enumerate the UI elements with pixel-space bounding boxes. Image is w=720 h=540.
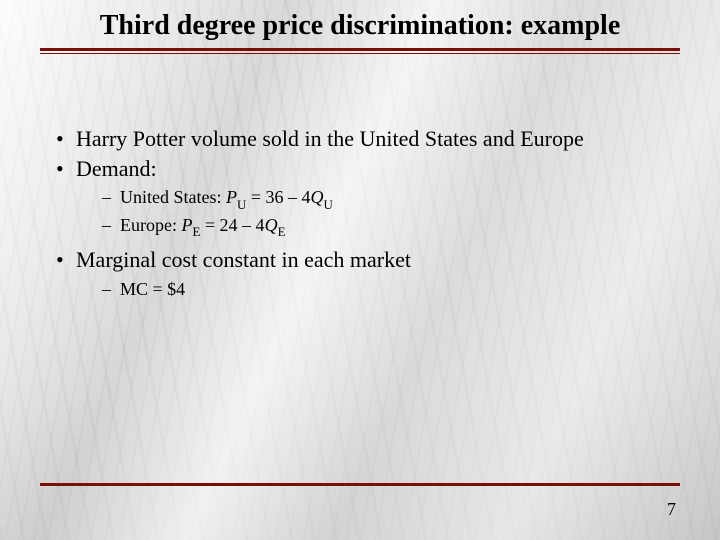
subscript: E <box>278 224 286 239</box>
sub-list: United States: PU = 36 – 4QU Europe: PE … <box>76 185 670 240</box>
bullet-text: Demand: <box>76 156 157 181</box>
sub-prefix: United States: <box>120 187 226 207</box>
var: P <box>226 187 237 207</box>
sub-prefix: Europe: <box>120 215 181 235</box>
bullet-item: Harry Potter volume sold in the United S… <box>50 124 670 154</box>
bullet-item: Marginal cost constant in each market MC… <box>50 245 670 302</box>
subscript: U <box>324 197 333 212</box>
slide-title: Third degree price discrimination: examp… <box>40 0 680 42</box>
sub-list: MC = $4 <box>76 277 670 302</box>
sub-mid: = 24 – 4 <box>200 215 264 235</box>
subscript: E <box>192 224 200 239</box>
content-area: Harry Potter volume sold in the United S… <box>50 124 670 302</box>
title-underline-thin <box>40 53 680 54</box>
var: Q <box>311 187 324 207</box>
bullet-text: Marginal cost constant in each market <box>76 247 411 272</box>
var: P <box>181 215 192 235</box>
sub-mid: = 36 – 4 <box>246 187 310 207</box>
sub-item: Europe: PE = 24 – 4QE <box>76 213 670 241</box>
sub-item: MC = $4 <box>76 277 670 302</box>
title-underline <box>40 48 680 54</box>
title-underline-thick <box>40 48 680 51</box>
bullet-item: Demand: United States: PU = 36 – 4QU Eur… <box>50 154 670 241</box>
page-number: 7 <box>667 499 676 520</box>
bullet-text: Harry Potter volume sold in the United S… <box>76 126 584 151</box>
subscript: U <box>237 197 246 212</box>
bullet-list: Harry Potter volume sold in the United S… <box>50 124 670 302</box>
var: Q <box>265 215 278 235</box>
bottom-rule <box>40 483 680 486</box>
slide: Third degree price discrimination: examp… <box>0 0 720 540</box>
sub-item: United States: PU = 36 – 4QU <box>76 185 670 213</box>
sub-text: MC = $4 <box>120 279 185 299</box>
